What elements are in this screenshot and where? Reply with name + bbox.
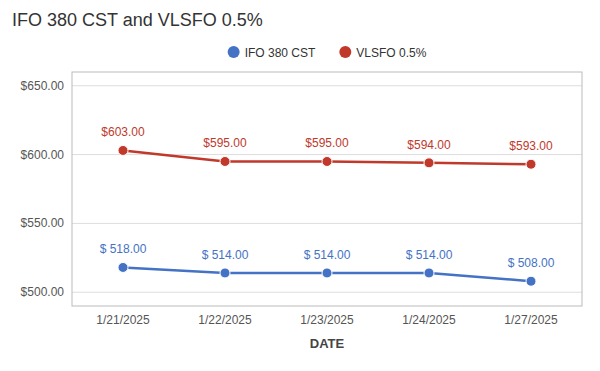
series-line (123, 267, 531, 281)
point (424, 158, 434, 168)
legend-swatch (228, 46, 240, 58)
point (526, 159, 536, 169)
data-label: $ 514.00 (304, 248, 351, 262)
title: IFO 380 CST and VLSFO 0.5% (12, 10, 263, 30)
data-label: $594.00 (407, 138, 451, 152)
grid-line (72, 223, 582, 224)
point (118, 262, 128, 272)
y-tick-label: $600.00 (21, 148, 65, 162)
data-label: $595.00 (203, 136, 247, 150)
point (322, 156, 332, 166)
legend-item: VLSFO 0.5% (339, 46, 426, 60)
point (220, 156, 230, 166)
marks (118, 145, 536, 286)
legend-label: VLSFO 0.5% (356, 46, 426, 60)
point (424, 268, 434, 278)
legend-swatch (339, 46, 351, 58)
data-label: $ 508.00 (508, 256, 555, 270)
point (526, 276, 536, 286)
legend-item: IFO 380 CST (228, 46, 316, 60)
point (322, 268, 332, 278)
y-tick-label: $650.00 (21, 79, 65, 93)
x-tick-label: 1/23/2025 (300, 313, 354, 327)
x-tick-label: 1/24/2025 (402, 313, 456, 327)
x-tick-label: 1/21/2025 (96, 313, 150, 327)
data-label: $603.00 (101, 125, 145, 139)
y-tick-label: $550.00 (21, 216, 65, 230)
x-tick-label: 1/22/2025 (198, 313, 252, 327)
legend: IFO 380 CST VLSFO 0.5% (228, 46, 427, 60)
data-labels: $ 518.00 $ 514.00 $ 514.00 $ 514.00 $ 508.00… (100, 125, 555, 270)
data-label: $595.00 (305, 136, 349, 150)
y-tick-label: $500.00 (21, 285, 65, 299)
x-axis-label: DATE (310, 336, 345, 351)
data-label: $ 518.00 (100, 242, 147, 256)
grid-line (72, 85, 582, 86)
data-label: $593.00 (509, 139, 553, 153)
data-label: $ 514.00 (202, 248, 249, 262)
legend-label: IFO 380 CST (245, 46, 316, 60)
chart: IFO 380 CST and VLSFO 0.5% $500.00 $550.00… (0, 0, 600, 371)
point (118, 145, 128, 155)
plot-frame (72, 72, 582, 306)
data-label: $ 514.00 (406, 248, 453, 262)
x-tick-label: 1/27/2025 (504, 313, 558, 327)
point (220, 268, 230, 278)
grid-line (72, 292, 582, 293)
grid (72, 86, 582, 292)
